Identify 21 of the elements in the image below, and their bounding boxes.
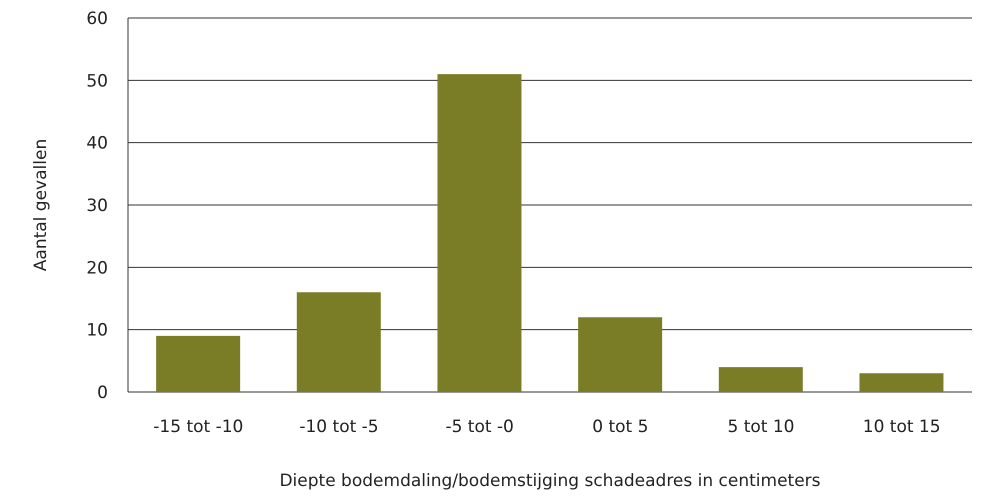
bar [859,373,944,392]
y-tick-label: 40 [86,134,108,154]
y-tick-label: 50 [86,71,108,92]
x-tick-label: -5 tot -0 [445,417,514,438]
bar [156,336,240,392]
y-tick-label: 10 [86,320,108,341]
y-tick-label: 20 [86,258,108,278]
bar [437,74,522,392]
x-tick-label: -15 tot -10 [153,417,244,438]
bar [296,292,381,392]
x-tick-label: 5 tot 10 [728,417,794,438]
bar [718,367,803,392]
y-tick-label: 30 [86,196,108,216]
x-axis-title: Diepte bodemdaling/bodemstijging schadeadres in centimeters [279,471,821,492]
bar [578,317,662,392]
y-tick-label: 60 [86,9,108,30]
x-tick-label: 10 tot 15 [862,417,941,438]
x-tick-label: 0 tot 5 [592,417,648,438]
x-tick-label: -10 tot -5 [299,417,379,438]
y-tick-label: 0 [97,383,108,404]
y-axis-title: Aantal gevallen [31,138,52,272]
